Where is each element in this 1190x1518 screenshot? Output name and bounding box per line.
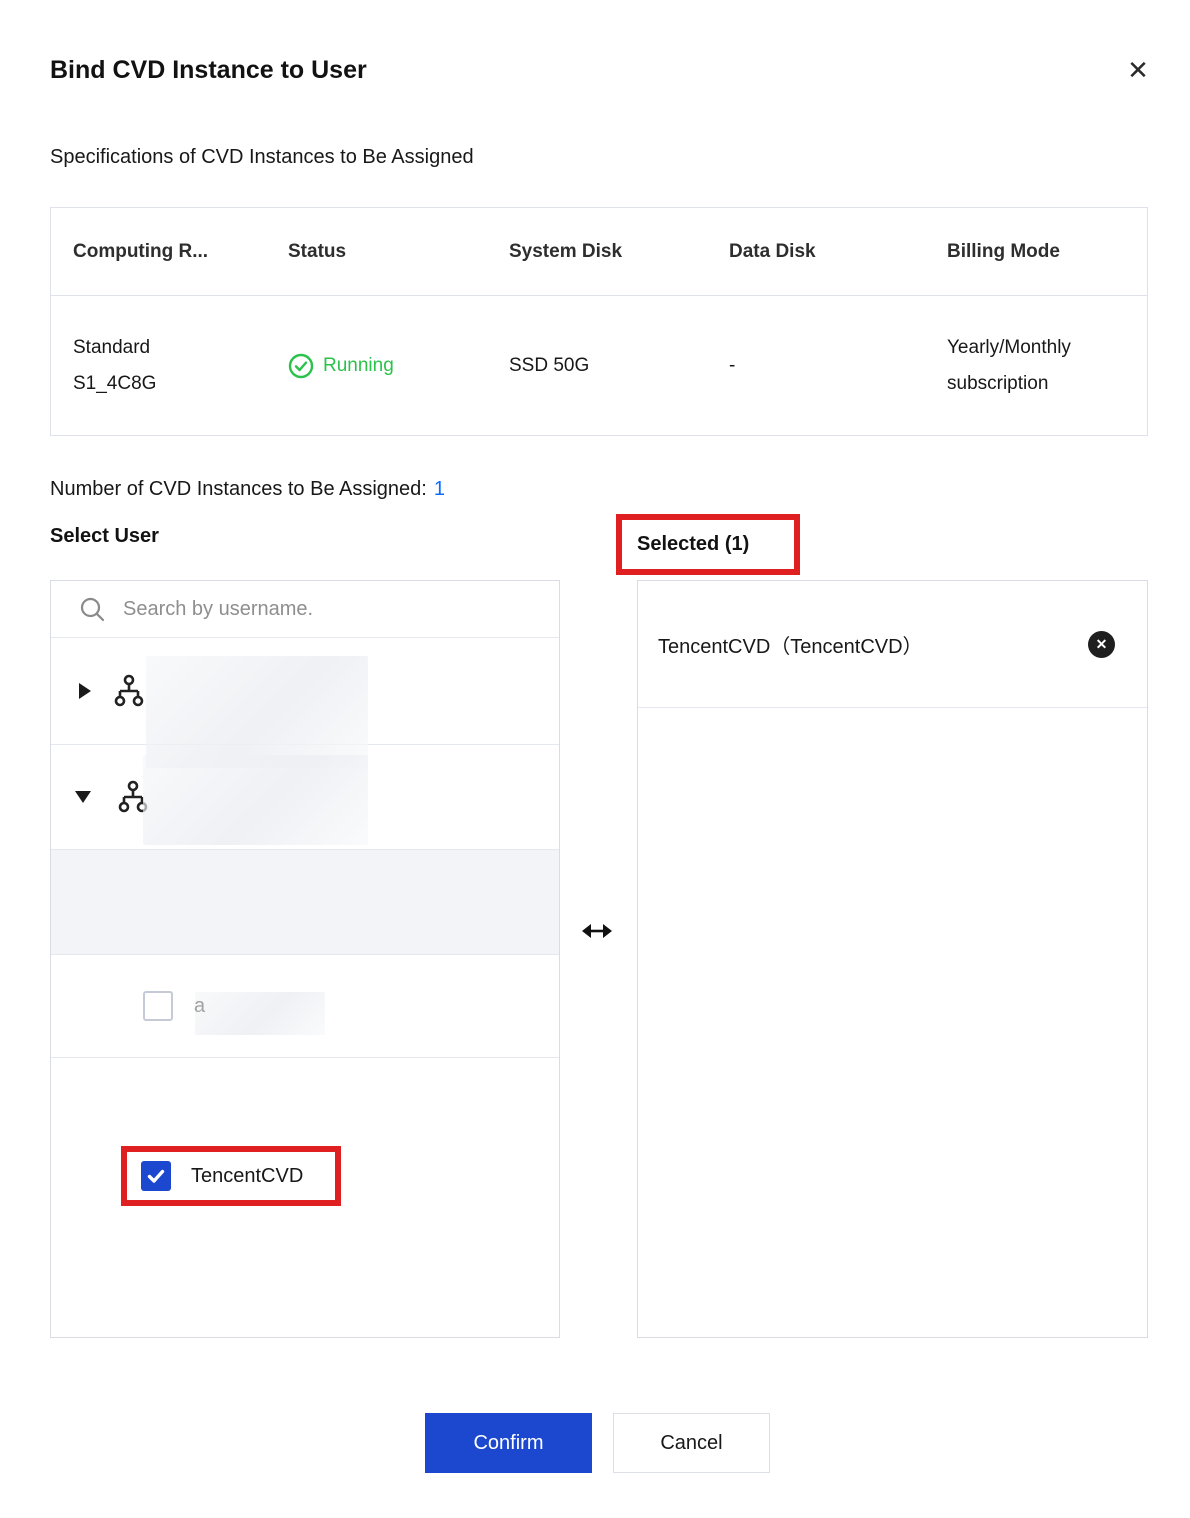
transfer-arrow-icon — [582, 918, 612, 949]
dialog-title: Bind CVD Instance to User — [50, 56, 367, 84]
cell-status: Running — [266, 348, 487, 384]
select-user-heading: Select User — [50, 525, 159, 547]
spec-table-row: Standard S1_4C8G Running SSD 50G - Yea — [51, 296, 1147, 435]
cell-data-disk: - — [729, 354, 736, 376]
running-check-icon — [288, 353, 314, 379]
status-text: Running — [323, 354, 394, 376]
unchecked-user-partial-label: a — [194, 994, 206, 1017]
tree-node-user-redacted[interactable]: a — [51, 955, 559, 1058]
cell-computing-resources: Standard S1_4C8G — [73, 336, 157, 394]
col-data-disk: Data Disk — [729, 240, 816, 262]
selected-heading-annotation: Selected (1) — [616, 514, 800, 575]
selected-user-label: TencentCVD（TencentCVD） — [658, 635, 923, 658]
user-tree-panel: TencentCVD a — [50, 580, 560, 1338]
selected-panel-heading: Selected (1) — [637, 533, 750, 555]
close-icon[interactable]: ✕ — [1120, 52, 1156, 88]
tree-node-org-expanded[interactable] — [51, 745, 559, 850]
col-computing-resources: Computing R... — [73, 240, 209, 262]
assign-count-label: Number of CVD Instances to Be Assigned: — [50, 478, 427, 500]
remove-user-icon[interactable]: ✕ — [1088, 630, 1115, 658]
cell-billing-mode: Yearly/Monthly subscription — [947, 336, 1071, 394]
col-status: Status — [288, 240, 347, 262]
cell-system-disk: SSD 50G — [509, 354, 590, 376]
caret-right-icon[interactable] — [79, 683, 91, 699]
search-input[interactable] — [123, 597, 503, 621]
checkbox-unchecked-icon[interactable] — [143, 991, 173, 1021]
org-node-icon — [117, 780, 149, 814]
search-row — [51, 581, 559, 638]
cancel-button[interactable]: Cancel — [613, 1413, 770, 1473]
selected-users-panel: TencentCVD（TencentCVD） ✕ — [637, 580, 1148, 1338]
tree-node-user-tencentcvd[interactable]: TencentCVD — [51, 850, 559, 1206]
checked-user-label: TencentCVD — [191, 1164, 304, 1187]
spec-table: Computing R... Status System Disk Data D… — [50, 207, 1148, 436]
col-billing-mode: Billing Mode — [947, 240, 1060, 262]
caret-down-icon[interactable] — [75, 791, 91, 803]
spec-table-header: Computing R... Status System Disk Data D… — [51, 208, 1147, 296]
spec-section-heading: Specifications of CVD Instances to Be As… — [50, 146, 474, 168]
selected-user-item: TencentCVD（TencentCVD） ✕ — [638, 581, 1147, 708]
org-node-icon — [113, 674, 145, 708]
col-system-disk: System Disk — [509, 240, 623, 262]
confirm-button[interactable]: Confirm — [425, 1413, 592, 1473]
assign-count-line: Number of CVD Instances to Be Assigned: 1 — [50, 478, 445, 501]
assign-count-value: 1 — [433, 478, 445, 500]
search-icon — [79, 596, 106, 623]
checked-user-annotation: TencentCVD — [121, 1146, 341, 1206]
tree-node-org-collapsed[interactable] — [51, 638, 559, 745]
checkbox-checked-icon[interactable] — [141, 1161, 171, 1191]
